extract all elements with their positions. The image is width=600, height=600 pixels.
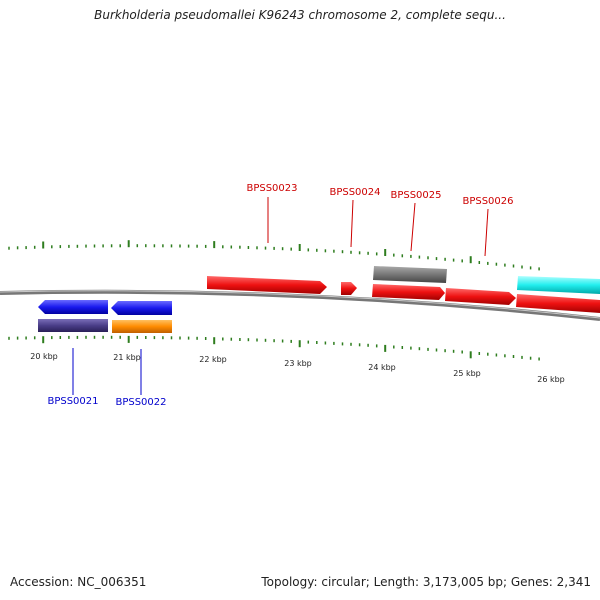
gene-label-bpss0022[interactable]: BPSS0022 xyxy=(115,397,166,408)
gene-orange[interactable] xyxy=(112,320,172,333)
gene-purple[interactable] xyxy=(38,319,108,332)
map-title: Burkholderia pseudomallei K96243 chromos… xyxy=(94,8,506,22)
accession-text: Accession: NC_006351 xyxy=(10,575,147,589)
gene-label-bpss0026[interactable]: BPSS0026 xyxy=(462,196,513,207)
gene-bpss0025[interactable] xyxy=(373,266,447,283)
gene-bpss0025-strand[interactable] xyxy=(372,284,445,300)
gene-label-bpss0025[interactable]: BPSS0025 xyxy=(390,190,441,201)
scale-label: 21 kbp xyxy=(113,353,141,362)
gene-label-bpss0023[interactable]: BPSS0023 xyxy=(246,183,297,194)
gene-label-bpss0024[interactable]: BPSS0024 xyxy=(329,187,380,198)
gene-bpss0021[interactable] xyxy=(38,300,108,314)
tick-marks-inner xyxy=(8,335,540,361)
tick-marks-outer xyxy=(8,240,540,271)
leader-line xyxy=(484,208,489,257)
scale-label: 26 kbp xyxy=(537,375,565,384)
gene-bpss0023[interactable] xyxy=(207,276,327,294)
topology-text: Topology: circular; Length: 3,173,005 bp… xyxy=(261,575,591,589)
chromosome-backbone-highlight xyxy=(0,290,600,319)
gene-label-bpss0021[interactable]: BPSS0021 xyxy=(47,396,98,407)
leader-line xyxy=(410,202,416,252)
chromosome-backbone xyxy=(0,289,600,321)
scale-label: 20 kbp xyxy=(30,352,58,361)
scale-label: 25 kbp xyxy=(453,369,481,378)
scale-label: 22 kbp xyxy=(199,355,227,364)
gene-cyan[interactable] xyxy=(517,276,600,294)
gene-bpss0024[interactable] xyxy=(341,282,357,295)
gene-bpss0022[interactable] xyxy=(111,301,172,315)
scale-label: 24 kbp xyxy=(368,363,396,372)
scale-label: 23 kbp xyxy=(284,359,312,368)
gene-red-right[interactable] xyxy=(516,294,600,313)
gene-bpss0026[interactable] xyxy=(445,288,516,305)
leader-line xyxy=(350,199,354,248)
